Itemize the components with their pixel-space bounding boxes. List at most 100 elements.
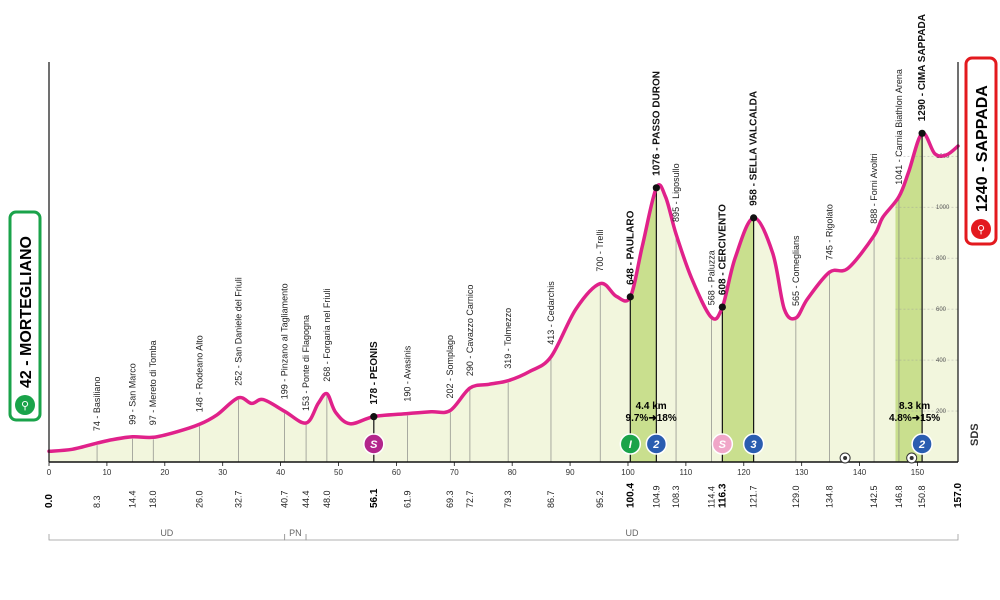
km-point-label: 14.4 — [127, 490, 137, 508]
km-point-label: 8.3 — [92, 495, 102, 508]
marker-label: I — [629, 439, 633, 451]
km-point-label: 116.3 — [717, 483, 728, 508]
location-label: 202 - Somplago — [445, 335, 455, 399]
profile-line — [47, 129, 960, 454]
altitude-tick-label: 400 — [936, 358, 947, 364]
km-point-label: 114.4 — [706, 486, 716, 508]
start-badge — [8, 210, 42, 422]
kom-marker — [911, 433, 933, 455]
region-label: PN — [289, 528, 302, 538]
km-point-label: 72.7 — [465, 490, 475, 508]
axes: 0 10 20 30 40 50 60 70 80 90 100 110 120 130 140 150 — [47, 62, 959, 477]
location-label: 608 - CERCIVENTO — [717, 204, 728, 295]
kom-marker — [645, 433, 668, 455]
x-tick-label: 50 — [334, 468, 343, 477]
profile-point — [370, 413, 378, 421]
marker-label: S — [370, 439, 378, 451]
km-point-label: 121.7 — [749, 485, 759, 508]
markers: S I 2 S 3 2 4.4 km9.7%➜18% 8.3 km4.8%➜15% SDS — [363, 401, 981, 464]
location-label: 290 - Cavazzo Carnico — [465, 285, 475, 377]
km-point-label: 157.0 — [953, 483, 964, 508]
profile-point — [750, 214, 758, 222]
km-point-label: 100.4 — [625, 483, 636, 508]
location-label: 268 - Forgaria nel Friuli — [322, 289, 332, 382]
km-point-label: 142.5 — [869, 485, 879, 508]
location-label: 700 - Trelli — [595, 230, 605, 272]
x-tick-label: 10 — [102, 468, 111, 477]
timing-icon-dot — [909, 456, 914, 460]
x-tick-label: 40 — [276, 468, 285, 477]
km-point-label: 134.8 — [824, 485, 834, 508]
km-point-label: 56.1 — [369, 488, 380, 508]
profile-point — [718, 303, 726, 311]
km-point-label: 0.0 — [44, 494, 55, 508]
marker-label: S — [719, 439, 727, 451]
km-point-label: 18.0 — [148, 490, 158, 508]
location-label: 148 - Rodeano Alto — [195, 335, 205, 412]
x-tick-label: 150 — [911, 468, 925, 477]
location-label: 74 - Basiliano — [92, 377, 102, 432]
location-label: 97 - Mereto di Tomba — [148, 340, 158, 425]
start-icon — [15, 395, 35, 415]
location-label: 888 - Forni Avoltri — [869, 153, 879, 223]
km-point-label: 86.7 — [546, 490, 556, 508]
sds-logo: SDS — [969, 423, 981, 446]
x-tick-label: 0 — [47, 468, 52, 477]
x-tick-label: 110 — [679, 468, 692, 477]
location-label: 1041 - Carnia Biathlon Arena — [894, 69, 904, 185]
x-tick-label: 90 — [566, 468, 575, 477]
x-tick-label: 130 — [795, 468, 809, 477]
sprint-alt-marker — [711, 433, 734, 455]
location-label: 1290 - CIMA SAPPADA — [917, 14, 928, 121]
climb-zone — [895, 133, 923, 462]
profile-point — [626, 293, 634, 301]
km-point-label: 40.7 — [280, 490, 290, 508]
climb-gradient: 9.7%➜18% — [626, 413, 677, 424]
profile-line-path — [47, 131, 960, 454]
location-label: 190 - Avasinis — [402, 345, 412, 401]
location-label: 178 - PEONIS — [369, 341, 380, 405]
marker-label: 2 — [918, 439, 925, 451]
start-finish-badges: ⚲ 42 - MORTEGLIANO ⚲ 1240 - SAPPADA — [8, 56, 998, 422]
x-tick-label: 20 — [160, 468, 169, 477]
x-tick-label: 30 — [218, 468, 227, 477]
profile-area-fill — [49, 132, 958, 462]
marker-label: 3 — [751, 439, 757, 451]
climb-gradient: 4.8%➜15% — [889, 413, 940, 424]
km-point-label: 108.3 — [671, 485, 681, 508]
km-point-label: 48.0 — [322, 490, 332, 508]
x-tick-label: 100 — [621, 468, 635, 477]
finish-label: 1240 - SAPPADA — [974, 85, 991, 212]
x-tick-label: 60 — [392, 468, 401, 477]
x-tick-label: 70 — [450, 468, 459, 477]
km-point-label: 69.3 — [445, 490, 455, 508]
km-points: 0.0 8.3 14.4 18.0 26.0 32.7 40.7 44.4 48.0 56.1 61… — [44, 483, 964, 508]
start-bike-icon: ⚲ — [21, 399, 29, 412]
region-label: UD — [626, 528, 639, 538]
finish-icon — [971, 219, 991, 239]
region-label: UD — [160, 528, 173, 538]
km-point-label: 129.0 — [791, 485, 801, 508]
location-label: 568 - Paluzza — [706, 250, 716, 305]
kom-marker — [742, 433, 765, 455]
x-tick-label: 80 — [508, 468, 517, 477]
start-label: 42 - MORTEGLIANO — [18, 236, 35, 388]
km-point-label: 61.9 — [402, 490, 412, 508]
location-label: 199 - Pinzano al Tagliamento — [280, 283, 290, 399]
location-label: 319 - Tolmezzo — [503, 308, 513, 369]
km-point-label: 95.2 — [595, 490, 605, 508]
location-label: 252 - San Daniele del Friuli — [233, 277, 243, 386]
km-point-label: 104.9 — [651, 485, 661, 508]
altitude-tick-label: 800 — [936, 256, 947, 262]
profile-area — [49, 132, 958, 462]
location-label: 895 - Ligosullo — [671, 163, 681, 222]
location-labels: 74 - Basiliano 99 - San Marco 97 - Mereto … — [92, 14, 928, 431]
altitude-tick-label: 200 — [936, 409, 947, 415]
climb-zone — [630, 187, 657, 462]
km-point-label: 146.8 — [894, 485, 904, 508]
location-label: 413 - Cedarchis — [546, 281, 556, 345]
timing-icon-dot — [843, 456, 848, 460]
location-label: 565 - Comeglians — [791, 235, 801, 306]
location-label: 1076 - PASSO DURON — [651, 71, 662, 176]
